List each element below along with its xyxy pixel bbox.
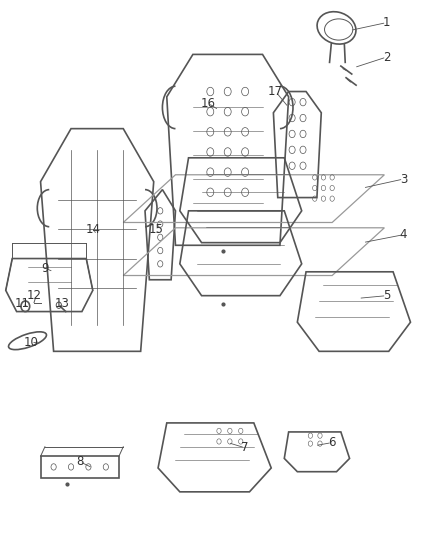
Text: 12: 12 — [27, 289, 42, 302]
Text: 8: 8 — [76, 455, 83, 468]
Text: 14: 14 — [85, 223, 100, 236]
Text: 5: 5 — [383, 289, 390, 302]
Text: 2: 2 — [383, 51, 390, 63]
Text: 6: 6 — [328, 436, 336, 449]
Text: 1: 1 — [383, 16, 390, 29]
Text: 15: 15 — [148, 223, 163, 236]
Text: 13: 13 — [55, 297, 70, 310]
Text: 9: 9 — [41, 262, 49, 274]
Text: 4: 4 — [400, 228, 407, 241]
Text: 11: 11 — [15, 297, 30, 310]
Text: 7: 7 — [241, 441, 249, 454]
Text: 16: 16 — [201, 96, 215, 110]
Text: 3: 3 — [400, 173, 407, 185]
Text: 17: 17 — [268, 85, 283, 98]
Text: 10: 10 — [24, 336, 39, 349]
